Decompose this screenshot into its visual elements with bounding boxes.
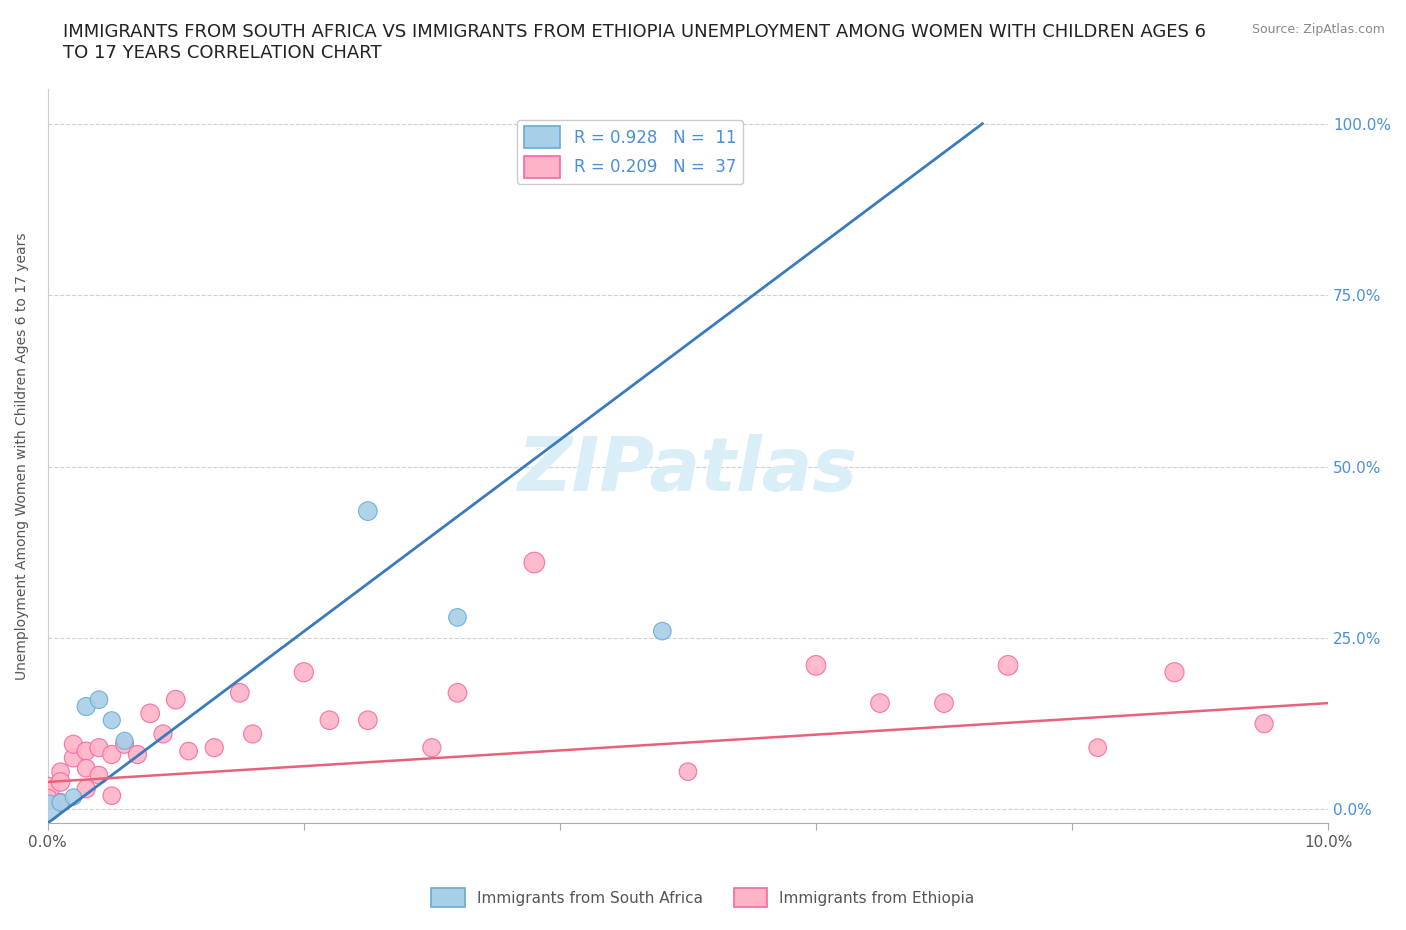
Point (229, 685, 252, 700)
Point (87, 767, 110, 782)
Point (523, 555, 546, 570)
Text: IMMIGRANTS FROM SOUTH AFRICA VS IMMIGRANTS FROM ETHIOPIA UNEMPLOYMENT AMONG WOME: IMMIGRANTS FROM SOUTH AFRICA VS IMMIGRAN… (63, 23, 1206, 62)
Point (62, 737, 84, 751)
Point (1253, 716, 1275, 731)
Point (37, 791, 59, 806)
Legend: Immigrants from South Africa, Immigrants from Ethiopia: Immigrants from South Africa, Immigrants… (425, 883, 981, 913)
Point (75, 744, 97, 759)
Point (869, 696, 891, 711)
Point (62, 751, 84, 765)
Point (114, 734, 136, 749)
Point (165, 692, 187, 707)
Point (202, 740, 225, 755)
Point (100, 789, 122, 804)
Point (87, 692, 110, 707)
Point (114, 737, 136, 751)
Point (703, 151, 725, 166)
Point (446, 685, 468, 700)
Point (100, 747, 122, 762)
Legend: R = 0.928   N =  11, R = 0.209   N =  37: R = 0.928 N = 11, R = 0.209 N = 37 (517, 120, 742, 184)
Point (152, 726, 174, 741)
Point (62, 790, 84, 804)
Text: ZIPatlas: ZIPatlas (517, 434, 858, 508)
Point (446, 610, 468, 625)
Point (49, 775, 72, 790)
Point (1087, 740, 1109, 755)
Point (932, 696, 955, 711)
Point (651, 624, 673, 639)
Point (75, 699, 97, 714)
Point (420, 740, 443, 755)
Point (37, 781, 59, 796)
Point (139, 706, 162, 721)
Point (292, 665, 315, 680)
Text: Source: ZipAtlas.com: Source: ZipAtlas.com (1251, 23, 1385, 36)
Point (37, 801, 59, 816)
Point (49, 795, 72, 810)
Point (75, 761, 97, 776)
Point (804, 658, 827, 672)
Point (997, 658, 1019, 672)
Point (357, 712, 380, 727)
Point (1163, 665, 1185, 680)
Y-axis label: Unemployment Among Women with Children Ages 6 to 17 years: Unemployment Among Women with Children A… (15, 232, 30, 680)
Point (49, 795, 72, 810)
Point (100, 712, 122, 727)
Point (75, 781, 97, 796)
Point (676, 764, 699, 779)
Point (357, 504, 380, 519)
Point (49, 764, 72, 779)
Point (177, 744, 200, 759)
Point (318, 712, 340, 727)
Point (242, 726, 264, 741)
Point (87, 740, 110, 755)
Point (127, 747, 149, 762)
